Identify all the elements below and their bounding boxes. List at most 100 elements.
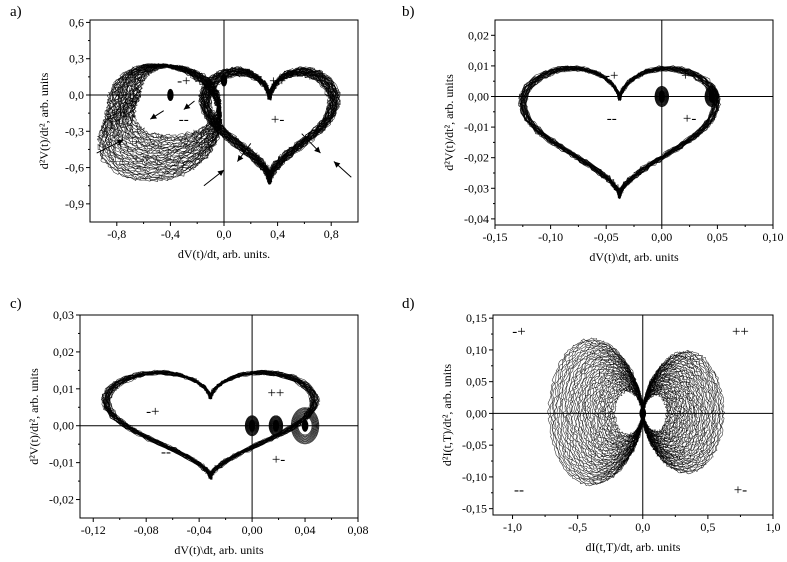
trajectory-lobe <box>552 341 645 482</box>
panel-letter: c) <box>10 296 22 312</box>
chart-panel-a: a) -0,8 -0,4 0,0 0,4 0,8 0,6 0,3 0,0 -0,3 -0,6 -0,9… <box>10 4 359 261</box>
y-tick-label: -0,10 <box>462 470 487 484</box>
y-tick-label: -0,6 <box>65 161 84 175</box>
quadrant-label: -- <box>161 445 171 461</box>
quadrant-label: +- <box>734 483 747 499</box>
arrow-head <box>116 139 124 146</box>
x-tick-label: 0,10 <box>763 230 784 244</box>
x-tick-label: -0,04 <box>187 523 212 537</box>
trajectory-lobe <box>640 357 715 467</box>
trajectory-loop <box>519 65 721 198</box>
chart-panel-d: d) -1,0 -0,5 0,0 0,5 1,0 0,15 0,10 0,05 0,00 -0,05… <box>402 296 781 554</box>
trajectory-loop <box>523 67 714 195</box>
y-tick-label: -0,04 <box>464 212 489 226</box>
x-axis-label: dV(t)\dt, arb. units <box>589 250 679 264</box>
trajectory-loop <box>523 67 717 196</box>
arrow-head <box>150 113 157 120</box>
x-tick-label: 0,00 <box>651 230 672 244</box>
plot-frame <box>492 314 774 516</box>
y-tick-label: 0,00 <box>53 419 74 433</box>
y-axis-label: d²V(t)/dt², arb. units <box>27 368 41 465</box>
trajectory-loop <box>102 371 318 479</box>
trajectory-loop <box>101 369 320 480</box>
y-axis-label: d²I(t,T)/dt², arb. units <box>440 364 454 467</box>
trajectory-loop <box>520 66 718 198</box>
y-axis-label: d²V(t)/dt², arb. units <box>37 72 51 169</box>
trajectory-loop <box>101 369 321 480</box>
quadrant-label: ++ <box>732 324 749 340</box>
quadrant-label: -- <box>607 111 617 127</box>
y-tick-label: -0,03 <box>464 181 489 195</box>
x-tick-label: 0,4 <box>270 227 285 241</box>
x-tick-label: 0,08 <box>348 523 369 537</box>
quadrant-label: ++ <box>681 68 698 84</box>
y-tick-label: -0,02 <box>464 151 489 165</box>
y-tick-label: 0,05 <box>466 375 487 389</box>
y-tick-label: 0,6 <box>69 15 84 29</box>
y-tick-label: 0,01 <box>53 382 74 396</box>
trajectory-loop <box>102 370 319 480</box>
x-tick-label: 0,0 <box>635 520 650 534</box>
x-tick-label: -0,10 <box>538 230 563 244</box>
y-tick-label: 0,10 <box>466 343 487 357</box>
trajectory-loop <box>198 66 341 186</box>
x-tick-label: 0,0 <box>217 227 232 241</box>
x-tick-label: -0,8 <box>107 227 126 241</box>
trajectory-lobe <box>641 378 688 447</box>
x-tick-label: 0,8 <box>324 227 339 241</box>
trajectory-lobe <box>604 382 645 443</box>
trajectory-lobe <box>642 360 711 464</box>
arrow-head <box>237 154 244 162</box>
attractor-trajectory <box>96 62 341 186</box>
trajectory-loop <box>521 67 718 197</box>
x-tick-label: 1,0 <box>766 520 781 534</box>
trajectory-loop <box>518 65 722 200</box>
plot-frame <box>494 19 774 226</box>
y-tick-label: 0,0 <box>69 88 84 102</box>
trajectory-lobe <box>642 349 725 475</box>
quadrant-label: +- <box>272 452 285 468</box>
trajectory-loop <box>524 68 715 195</box>
trajectory-loop <box>524 69 714 193</box>
y-tick-label: 0,02 <box>468 28 489 42</box>
x-tick-label: 0,04 <box>295 523 316 537</box>
x-tick-label: -0,05 <box>594 230 619 244</box>
x-axis-label: dI(t,T)/dt, arb. units <box>586 540 681 554</box>
x-tick-label: -0,15 <box>483 230 508 244</box>
chart-panel-c: c) -0,12 -0,08 -0,04 0,00 0,04 0,08 0,03 0,02 0,0… <box>10 296 369 557</box>
y-tick-label: -0,15 <box>462 502 487 516</box>
panel-letter: a) <box>10 4 22 20</box>
trajectory-loop <box>521 66 718 197</box>
quadrant-label: ++ <box>269 73 286 89</box>
trajectory-loop <box>524 68 716 196</box>
attractor-trajectory <box>547 337 725 487</box>
arrow-head <box>183 103 191 110</box>
trajectory-lobe <box>608 385 645 441</box>
quadrant-label: -+ <box>177 73 190 89</box>
quadrant-label: -- <box>514 483 524 499</box>
trajectory-loop <box>520 67 719 198</box>
trajectory-loop <box>522 67 716 196</box>
trajectory-loop <box>102 370 319 479</box>
y-tick-label: -0,05 <box>462 438 487 452</box>
arrow-head <box>333 161 341 168</box>
quadrant-label: -- <box>179 112 189 128</box>
trajectory-loop <box>101 370 319 480</box>
y-tick-label: -0,02 <box>49 493 74 507</box>
y-tick-label: 0,03 <box>53 308 74 322</box>
quadrant-label: +- <box>271 112 284 128</box>
attractor-trajectory <box>100 369 321 481</box>
trajectory-loop <box>522 67 717 196</box>
trajectory-loop <box>519 66 719 198</box>
x-tick-label: -0,08 <box>134 523 159 537</box>
trajectory-loop <box>522 68 717 195</box>
trajectory-loop <box>521 67 717 196</box>
trajectory-loop <box>525 68 715 195</box>
y-tick-label: 0,00 <box>468 89 489 103</box>
arrow-head <box>314 146 321 154</box>
trajectory-loop <box>96 63 223 182</box>
trajectory-loop <box>519 66 720 198</box>
arrow-head <box>217 169 224 177</box>
y-tick-label: -0,3 <box>65 124 84 138</box>
